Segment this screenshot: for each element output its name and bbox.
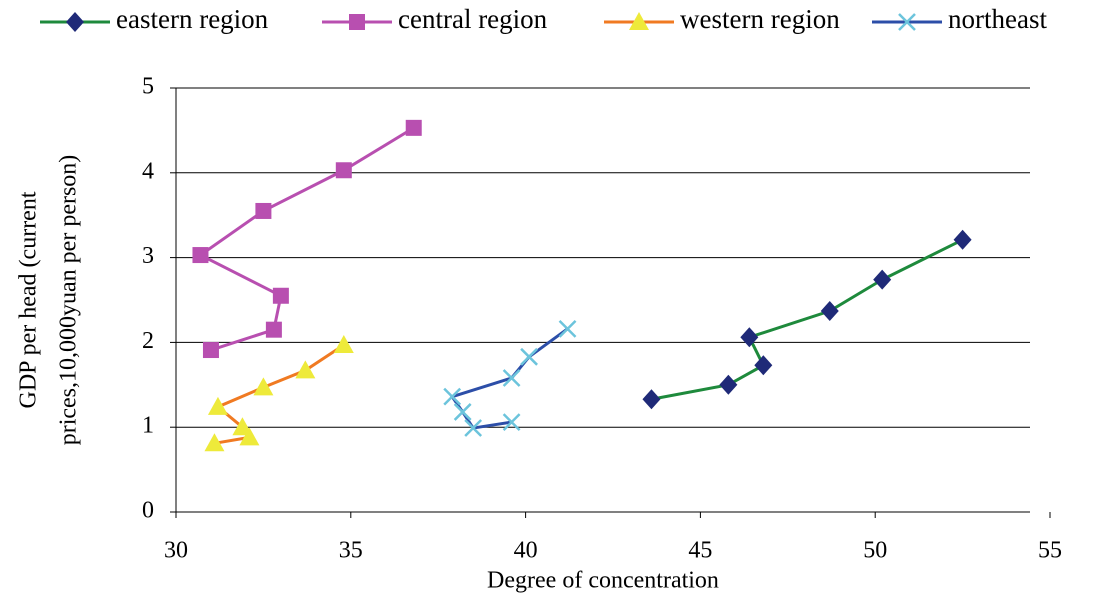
y-tick-label: 1 — [142, 413, 154, 439]
marker — [232, 417, 253, 436]
marker — [719, 374, 738, 395]
marker — [520, 347, 538, 366]
legend-label: western region — [680, 4, 840, 34]
legend-marker — [898, 13, 916, 31]
marker — [272, 287, 289, 304]
marker — [754, 355, 773, 376]
marker — [873, 269, 892, 290]
marker — [405, 119, 422, 136]
legend-marker — [629, 12, 649, 30]
y-tick-label: 2 — [142, 328, 154, 354]
marker — [265, 321, 282, 338]
marker — [642, 389, 661, 410]
series-line — [651, 238, 964, 401]
y-tick-label: 3 — [142, 243, 154, 269]
marker — [502, 369, 521, 387]
marker — [202, 342, 219, 359]
marker — [255, 202, 272, 219]
marker — [820, 301, 839, 322]
marker — [953, 229, 972, 250]
x-tick-label: 40 — [514, 538, 538, 564]
marker — [207, 396, 228, 415]
y-tick-label: 0 — [142, 498, 154, 524]
x-tick-label: 50 — [863, 538, 887, 564]
legend-label: northeast — [948, 4, 1047, 34]
legend-marker — [349, 14, 365, 30]
series-line — [214, 343, 345, 445]
x-tick-label: 45 — [688, 538, 712, 564]
marker — [453, 403, 472, 421]
legend-label: central region — [398, 4, 548, 34]
x-tick-label: 55 — [1038, 538, 1062, 564]
x-tick-label: 30 — [164, 538, 188, 564]
marker — [239, 427, 260, 446]
legend-label: eastern region — [116, 4, 269, 34]
marker — [464, 419, 483, 437]
y-tick-label: 4 — [142, 158, 154, 184]
y-axis-label: GDP per head (current — [16, 191, 42, 408]
y-tick-label: 5 — [142, 74, 154, 100]
marker — [443, 387, 462, 406]
marker — [335, 162, 352, 179]
series-line — [197, 126, 415, 352]
legend-marker — [66, 12, 84, 32]
marker — [204, 433, 225, 452]
x-axis-label: Degree of concentration — [487, 568, 719, 594]
marker — [502, 413, 521, 431]
x-tick-label: 35 — [339, 538, 363, 564]
marker — [558, 319, 577, 338]
marker — [192, 247, 209, 264]
marker — [740, 327, 759, 348]
y-axis-label: prices,10,000yuan per person) — [56, 155, 82, 446]
marker — [253, 377, 274, 396]
marker — [295, 360, 316, 379]
marker — [333, 334, 354, 353]
